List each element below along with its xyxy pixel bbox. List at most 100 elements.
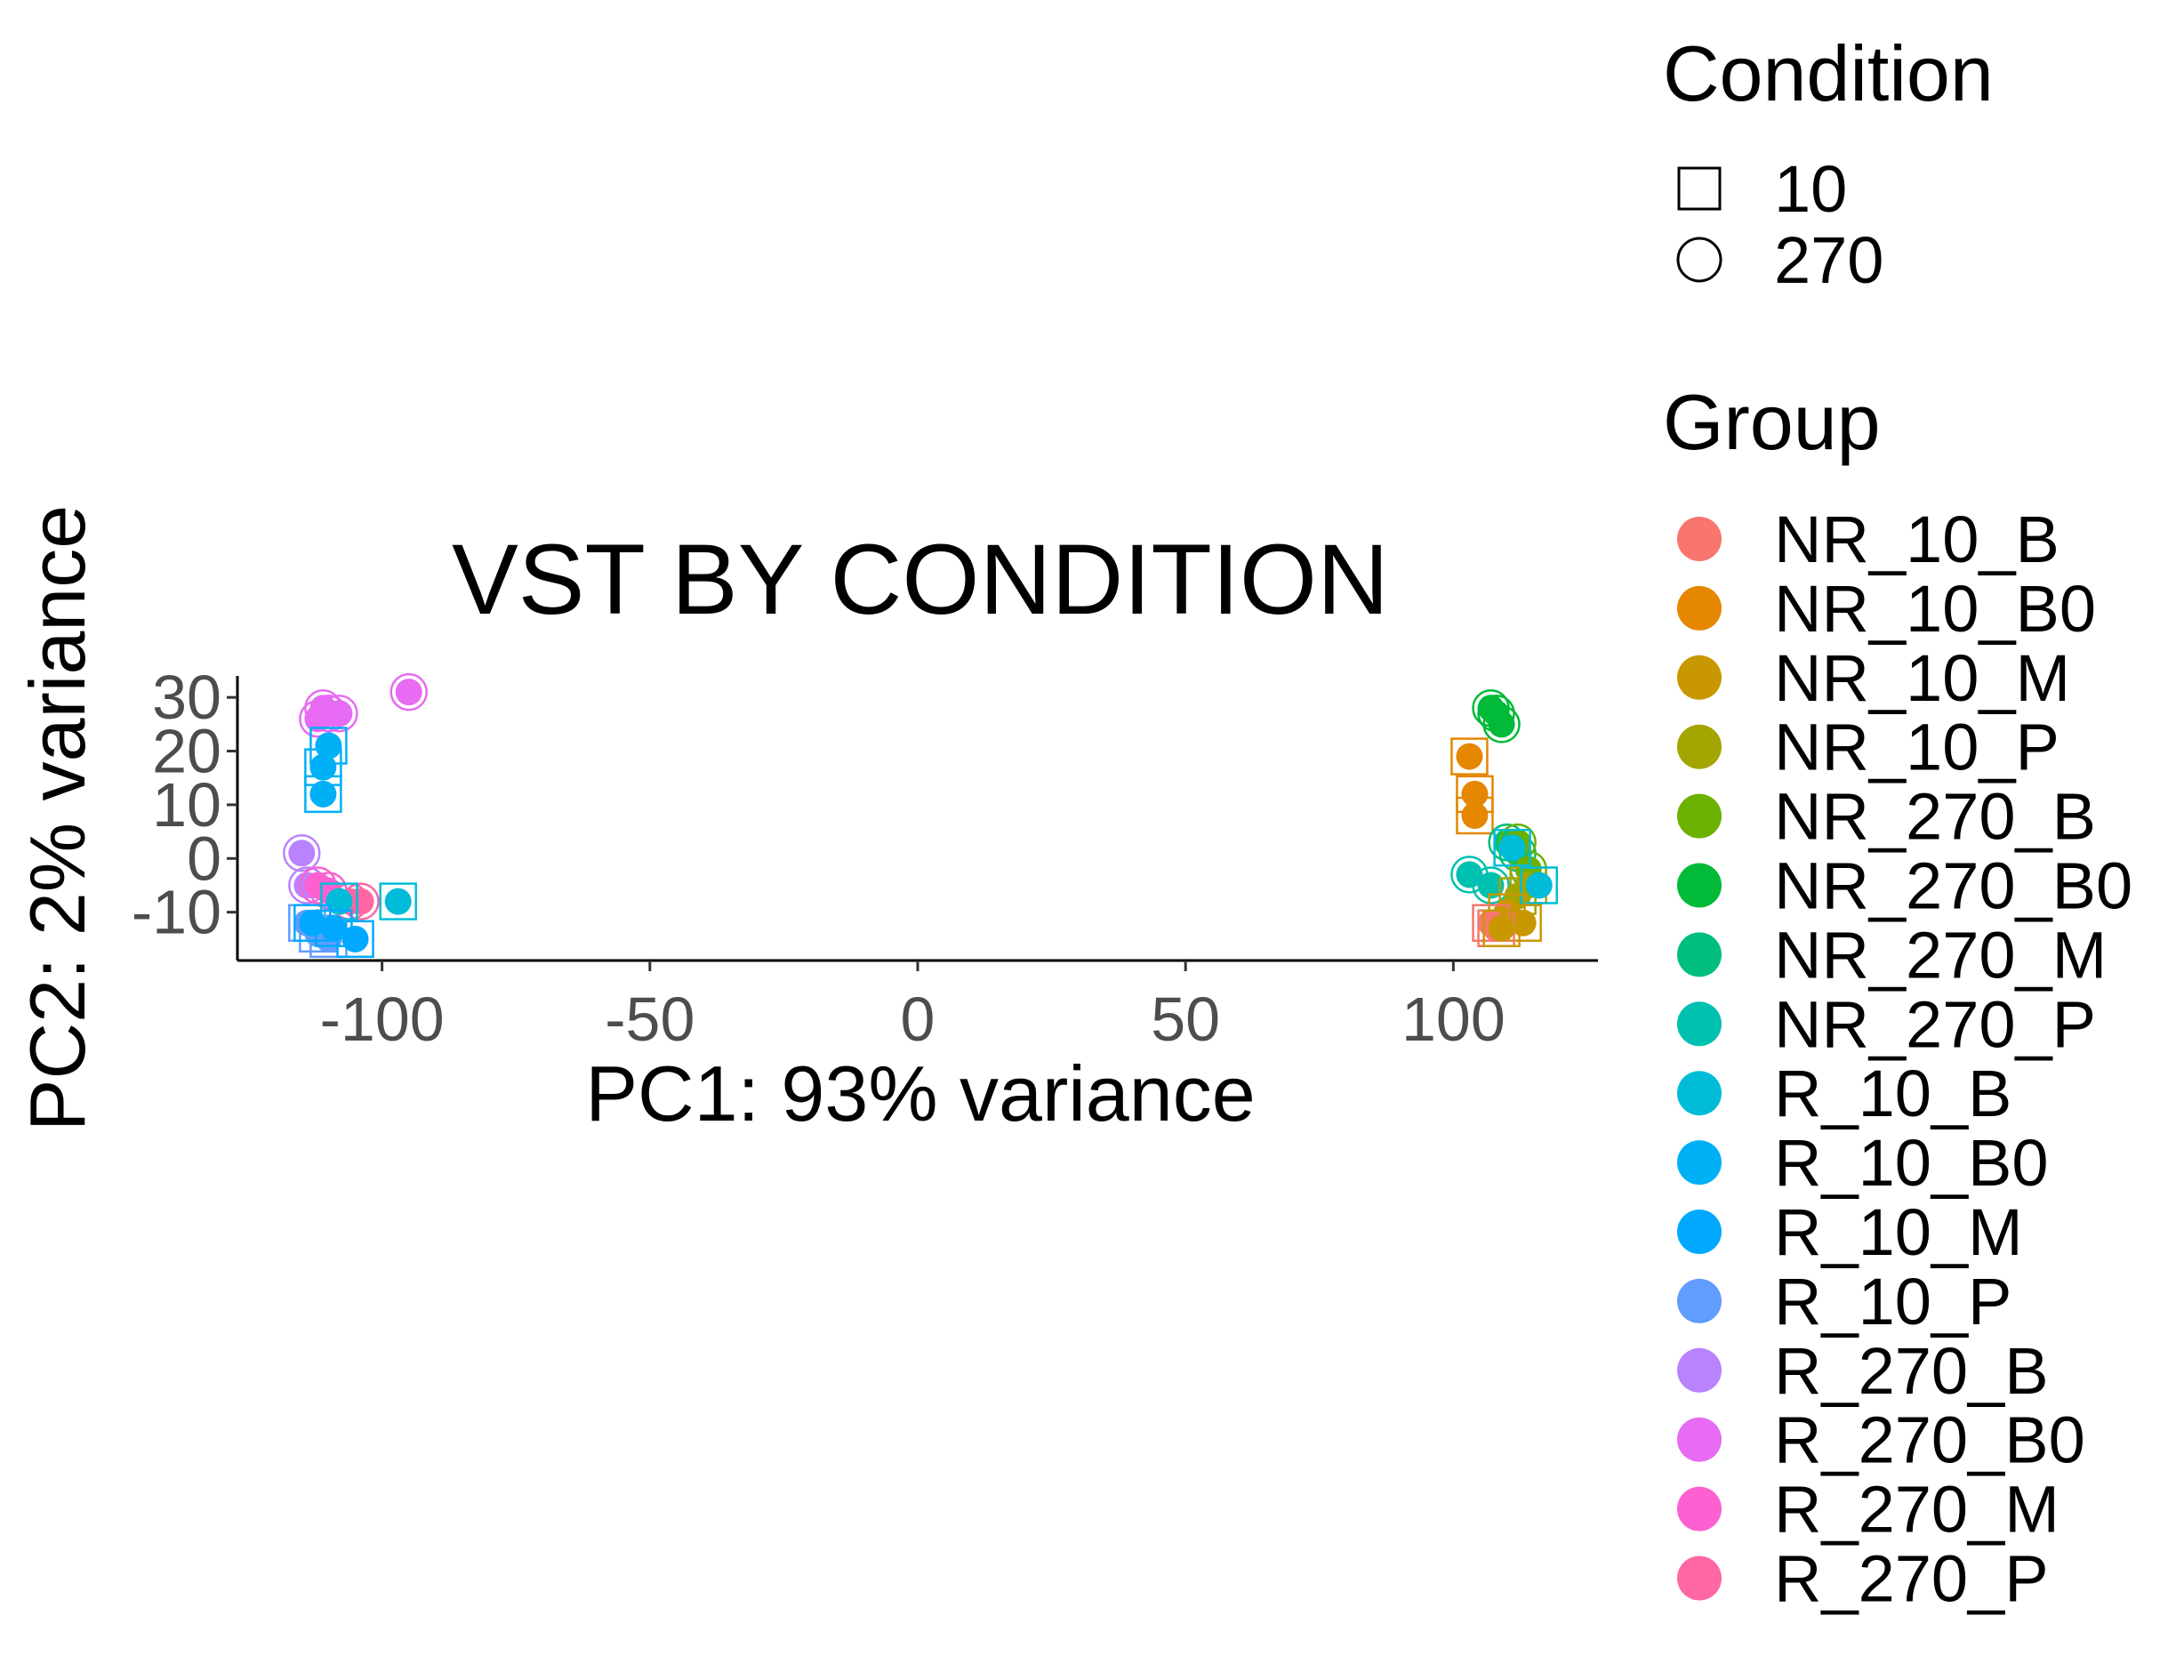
x-tick-label: 100 [1401, 985, 1506, 1054]
point-dot [341, 925, 369, 953]
point-outline-square [379, 882, 417, 920]
legend-group-label: R_270_B [1774, 1334, 2049, 1408]
x-tick-label: 50 [1151, 985, 1220, 1054]
point-outline-square [1456, 796, 1494, 835]
legend-color-dot [1677, 1210, 1722, 1254]
point-dot [309, 780, 337, 808]
point-dot [1461, 780, 1489, 808]
legend-group-item: R_270_P [1677, 1542, 2049, 1616]
data-point-21 [336, 920, 374, 959]
point-dot [1498, 834, 1526, 862]
legend-color-dot [1677, 1347, 1722, 1393]
legend-group-label: NR_10_B0 [1774, 572, 2096, 646]
point-dot [325, 700, 353, 727]
legend-group-label: R_10_B0 [1774, 1126, 2049, 1200]
y-axis-label: PC2: 2% variance [13, 505, 101, 1131]
legend-color-dot [1677, 1140, 1722, 1186]
point-outline-circle [1482, 705, 1521, 744]
legend-color-dot [1677, 1555, 1722, 1601]
legend-group-label: NR_10_M [1774, 641, 2070, 715]
data-point-27 [1482, 705, 1521, 744]
point-dot [1456, 861, 1483, 888]
y-tick-label: 20 [152, 717, 221, 786]
x-axis-label: PC1: 93% variance [585, 1049, 1255, 1137]
legend-group-item: NR_10_M [1677, 641, 2070, 715]
point-dot [1488, 914, 1515, 942]
legend-group-label: NR_270_B [1774, 780, 2096, 854]
legend-group-item: R_10_B [1677, 1057, 2011, 1130]
legend-group-label: NR_270_M [1774, 918, 2107, 992]
data-point-42 [1482, 909, 1521, 948]
point-dot [325, 888, 353, 915]
legend-group-item: R_270_M [1677, 1473, 2060, 1547]
legend-group-label: R_10_B [1774, 1057, 2011, 1130]
legend-group-label: NR_10_P [1774, 711, 2060, 784]
legend-color-dot [1677, 655, 1722, 700]
legend-group-item: R_10_B0 [1677, 1126, 2049, 1200]
y-tick-label: 10 [152, 770, 221, 840]
data-point-8 [283, 833, 321, 872]
legend-group-item: NR_10_P [1677, 711, 2060, 784]
legend-condition-item: 10 [1677, 152, 1847, 226]
legend-group-item: R_270_B [1677, 1334, 2049, 1408]
point-outline-circle [283, 833, 321, 872]
legend-color-dot [1677, 1278, 1722, 1323]
data-point-24 [1456, 796, 1494, 835]
y-tick-label: 0 [187, 824, 221, 893]
legend-group-label: NR_270_P [1774, 987, 2096, 1061]
legend-group-item: NR_270_M [1677, 918, 2107, 992]
point-outline-square [336, 920, 374, 959]
legend-group-title: Group [1663, 378, 1881, 466]
plot-area [283, 672, 1558, 959]
point-dot [1525, 872, 1553, 899]
point-dot [347, 888, 374, 915]
point-dot [288, 840, 316, 867]
legend-color-dot [1677, 1417, 1722, 1462]
legend-condition-item: 270 [1676, 223, 1883, 297]
legend-condition-title: Condition [1663, 29, 1994, 117]
point-dot [1509, 909, 1537, 936]
legend-group-item: R_10_M [1677, 1195, 2023, 1269]
point-dot [315, 732, 342, 760]
legend-condition-label: 270 [1774, 223, 1883, 297]
legend-group-label: R_10_P [1774, 1265, 2011, 1338]
point-dot [395, 679, 422, 706]
x-tick-label: -50 [605, 985, 695, 1054]
point-outline-circle [1498, 823, 1537, 862]
legend-group-item: NR_270_B [1677, 780, 2096, 854]
legend-color-dot [1677, 585, 1722, 631]
point-dot [1461, 801, 1489, 829]
legend-group-label: R_270_M [1774, 1473, 2060, 1547]
legend-group-label: R_270_B0 [1774, 1403, 2085, 1477]
legend-square-icon [1677, 166, 1722, 211]
legend-group-label: NR_270_B0 [1774, 849, 2132, 923]
point-outline-square [304, 775, 342, 814]
point-dot [309, 753, 337, 781]
x-ticks: -100 -50 0 50 100 [320, 961, 1506, 1054]
legend-group-item: R_10_P [1677, 1265, 2011, 1338]
point-outline-square [1493, 828, 1531, 867]
point-dot [384, 888, 412, 915]
point-dot [1456, 743, 1483, 770]
y-tick-label: 30 [152, 663, 221, 732]
legend-color-dot [1677, 1071, 1722, 1116]
x-tick-label: -100 [320, 985, 445, 1054]
chart-title: VST BY CONDITION [452, 524, 1389, 635]
legend-group-item: NR_270_P [1677, 987, 2096, 1061]
data-point-7 [304, 775, 342, 814]
legend-condition-label: 10 [1774, 152, 1847, 226]
legend-group-items: NR_10_BNR_10_B0NR_10_MNR_10_PNR_270_BNR_… [1677, 502, 2132, 1616]
legend-color-dot [1677, 932, 1722, 977]
legend-group-item: NR_270_B0 [1677, 849, 2132, 923]
point-outline-circle [1472, 866, 1510, 904]
point-outline-circle [320, 695, 358, 733]
data-point-3 [320, 695, 358, 733]
legend-circle-icon [1676, 237, 1722, 283]
data-point-29 [1472, 866, 1510, 904]
data-point-22 [1450, 737, 1489, 776]
point-outline-square [1450, 737, 1489, 776]
legend-group-item: NR_10_B0 [1677, 572, 2096, 646]
legend-color-dot [1677, 724, 1722, 769]
